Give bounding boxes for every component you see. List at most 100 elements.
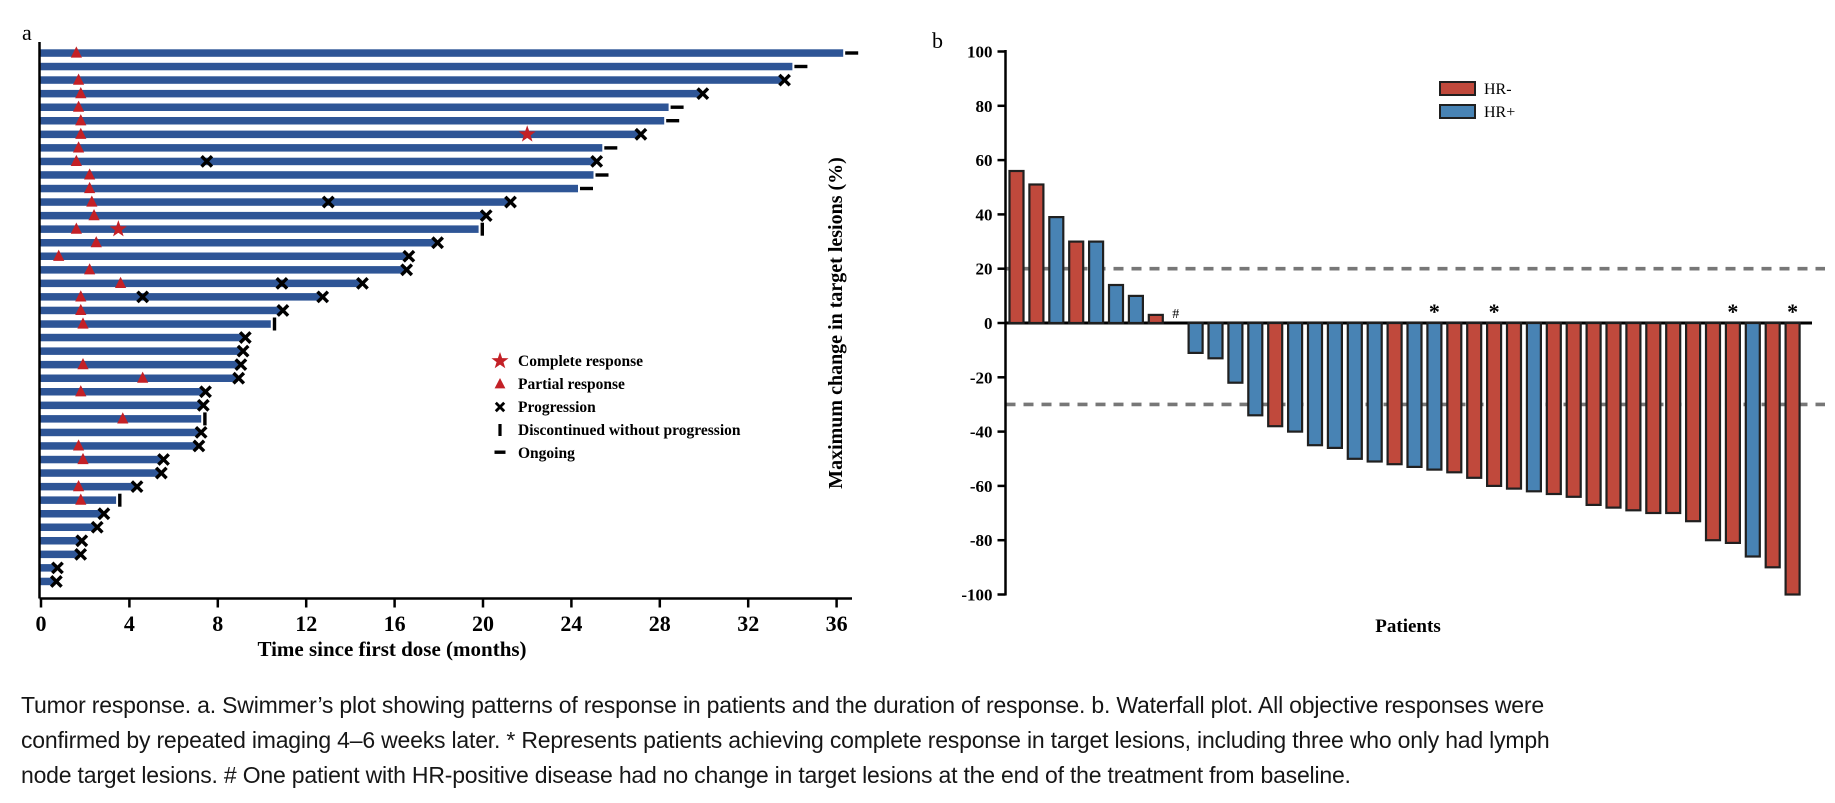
waterfall-bar bbox=[1187, 321, 1204, 354]
b-y-tick-label: -60 bbox=[970, 477, 993, 496]
waterfall-bar bbox=[1227, 321, 1244, 384]
complete-response-asterisk: * bbox=[1787, 299, 1798, 324]
swimmer-bar bbox=[40, 442, 198, 450]
swimmer-bar bbox=[40, 76, 784, 84]
partial-response-triangle-icon bbox=[53, 249, 65, 261]
progression-x-icon bbox=[236, 344, 250, 358]
b-y-tick-label: -40 bbox=[970, 423, 993, 442]
swimmer-bar bbox=[40, 577, 56, 586]
swimmer-bar bbox=[40, 374, 238, 382]
progression-x-icon bbox=[321, 195, 335, 209]
swimmer-bar bbox=[40, 293, 322, 301]
progression-x-icon bbox=[51, 561, 64, 575]
partial-response-triangle-icon bbox=[90, 236, 102, 248]
progression-x-icon bbox=[196, 398, 210, 412]
waterfall-bar bbox=[1127, 294, 1145, 325]
legend-star-icon bbox=[491, 352, 509, 369]
legend-item-label: HR- bbox=[1484, 81, 1512, 98]
partial-response-triangle-icon bbox=[88, 209, 100, 221]
progression-x-icon bbox=[154, 466, 168, 480]
progression-x-icon bbox=[74, 547, 88, 561]
waterfall-bar bbox=[1565, 321, 1582, 498]
swimmer-bar bbox=[40, 333, 245, 342]
b-y-tick-label: 40 bbox=[976, 205, 993, 224]
partial-response-triangle-icon bbox=[77, 317, 89, 329]
panel-a-label: a bbox=[22, 20, 32, 45]
waterfall-bar bbox=[1326, 321, 1344, 450]
waterfall-bar bbox=[1286, 321, 1304, 433]
b-x-axis-title: Patients bbox=[1375, 616, 1440, 637]
caption-line: node target lesions. # One patient with … bbox=[21, 762, 1351, 788]
b-y-tick-label: 100 bbox=[967, 43, 993, 62]
swimmer-bar bbox=[40, 279, 362, 288]
waterfall-bar bbox=[1784, 321, 1801, 596]
swimmer-bar bbox=[40, 144, 603, 152]
waterfall-bar bbox=[1207, 321, 1224, 360]
partial-response-triangle-icon bbox=[77, 452, 89, 465]
waterfall-bar bbox=[1048, 216, 1065, 325]
figure-caption: Tumor response. a. Swimmer’s plot showin… bbox=[21, 688, 1821, 793]
progression-x-icon bbox=[479, 209, 493, 223]
swimmer-bar bbox=[40, 360, 240, 369]
progression-x-icon bbox=[49, 575, 63, 588]
progression-x-icon bbox=[130, 480, 144, 494]
b-y-tick-label: 0 bbox=[984, 314, 993, 333]
b-y-axis-title: Maximum change in target lesions (%) bbox=[825, 157, 847, 489]
ongoing-dash-icon bbox=[666, 119, 680, 123]
progression-x-icon bbox=[634, 127, 648, 141]
legend-item-label: Partial response bbox=[518, 376, 625, 393]
b-y-tick-label: -100 bbox=[961, 586, 992, 605]
no-change-hash: # bbox=[1172, 307, 1179, 322]
progression-x-icon bbox=[494, 401, 506, 413]
progression-x-icon bbox=[75, 534, 89, 548]
swimmer-bar bbox=[40, 157, 596, 166]
waterfall-bar bbox=[1466, 321, 1483, 479]
progression-x-icon bbox=[778, 73, 791, 87]
progression-x-icon bbox=[356, 276, 369, 290]
legend-item-label: Complete response bbox=[518, 353, 643, 370]
swimmer-bar bbox=[40, 523, 97, 531]
progression-x-icon bbox=[402, 249, 416, 263]
partial-response-triangle-icon bbox=[77, 358, 89, 370]
complete-response-star-icon bbox=[518, 125, 536, 142]
waterfall-bar bbox=[1724, 321, 1742, 544]
partial-response-triangle-icon bbox=[70, 46, 82, 58]
partial-response-triangle-icon bbox=[75, 290, 87, 302]
swimmer-bar bbox=[40, 130, 640, 139]
progression-x-icon bbox=[192, 439, 206, 453]
a-x-tick-label: 36 bbox=[826, 611, 848, 636]
waterfall-bar bbox=[1426, 321, 1443, 471]
partial-response-triangle-icon bbox=[84, 168, 96, 180]
swimmer-bar bbox=[40, 347, 243, 355]
a-x-axis-title: Time since first dose (months) bbox=[257, 637, 526, 661]
waterfall-bar bbox=[1764, 321, 1781, 569]
waterfall-bar bbox=[1366, 321, 1383, 463]
swimmer-bar bbox=[40, 211, 486, 220]
progression-x-icon bbox=[157, 453, 170, 466]
swimmer-bar bbox=[40, 455, 163, 464]
swimmer-bar bbox=[40, 171, 594, 179]
figure-chart-canvas: a 0 4 8 12 16 20 24 28 32 36 Time since first dose … bbox=[22, 20, 1825, 661]
legend-vbar-icon bbox=[498, 424, 502, 436]
discontinued-bar-icon bbox=[272, 317, 277, 331]
legend-dash-icon bbox=[494, 450, 506, 454]
progression-x-icon bbox=[238, 331, 252, 344]
b-y-tick-label: 80 bbox=[976, 97, 993, 116]
ongoing-dash-icon bbox=[604, 146, 618, 150]
swimmer-bar bbox=[40, 428, 201, 437]
progression-x-icon bbox=[431, 236, 444, 250]
legend-item-label: Discontinued without progression bbox=[518, 422, 741, 439]
a-x-tick-label: 28 bbox=[649, 611, 671, 636]
waterfall-bar bbox=[1605, 321, 1622, 509]
waterfall-bar bbox=[1704, 321, 1722, 542]
progression-x-icon bbox=[199, 385, 212, 399]
progression-x-icon bbox=[275, 276, 289, 290]
waterfall-bar bbox=[1107, 283, 1125, 325]
legend-swatch bbox=[1439, 81, 1476, 96]
panel-b-label: b bbox=[932, 28, 943, 53]
a-x-tick-label: 0 bbox=[36, 611, 47, 636]
partial-response-triangle-icon bbox=[72, 480, 85, 492]
waterfall-bar bbox=[1665, 321, 1682, 515]
legend-item-label: Ongoing bbox=[518, 445, 575, 462]
progression-x-icon bbox=[136, 290, 150, 304]
